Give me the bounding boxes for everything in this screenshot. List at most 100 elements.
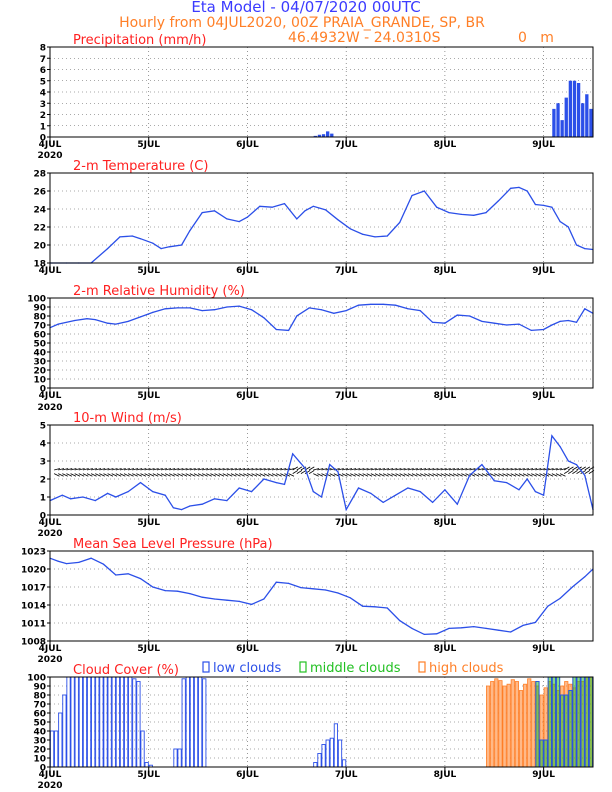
- y-tick-label: 1: [40, 122, 46, 132]
- cloud-bar-middle: [543, 739, 548, 768]
- cloud-bar-middle: [535, 681, 540, 768]
- legend-label-middle: middle clouds: [310, 661, 401, 676]
- y-tick-label: 100: [27, 674, 46, 684]
- wind-arrow: [522, 468, 529, 471]
- wind-arrow: [103, 473, 110, 477]
- y-tick-label: 4: [40, 440, 46, 450]
- wind-arrow: [280, 473, 286, 477]
- wind-arrow: [370, 468, 377, 471]
- y-tick-label: 100: [27, 295, 46, 305]
- wind-arrow: [165, 468, 172, 471]
- data-point: [213, 309, 216, 311]
- y-tick-label: 5: [40, 77, 46, 87]
- data-point: [349, 228, 351, 230]
- wind-arrow: [317, 473, 323, 477]
- x-tick-label: 8JUL: [434, 644, 457, 654]
- x-tick-label: 7JUL: [335, 518, 358, 528]
- data-point: [456, 503, 458, 505]
- wind-arrow: [378, 473, 385, 477]
- data-point: [213, 210, 216, 212]
- wind-arrow: [527, 468, 534, 471]
- data-point: [345, 509, 347, 511]
- wind-arrow: [555, 468, 562, 471]
- x-tick-label: 6JUL: [236, 266, 259, 276]
- data-point: [333, 312, 335, 314]
- data-point: [518, 323, 520, 325]
- wind-arrow: [271, 473, 278, 477]
- x-tick-label: 4JUL: [39, 140, 62, 150]
- data-point: [57, 560, 59, 562]
- y-tick-label: 1023: [21, 548, 46, 558]
- wind-arrow: [267, 473, 274, 477]
- y-tick-label: 2: [40, 111, 46, 121]
- wind-arrow: [251, 468, 258, 471]
- x-tick-label: 8JUL: [434, 391, 457, 401]
- data-point: [571, 586, 574, 588]
- data-point: [534, 621, 537, 624]
- wind-arrow: [350, 473, 356, 477]
- wind-arrow: [144, 473, 151, 477]
- y-tick-label: 26: [33, 188, 46, 198]
- wind-arrow: [197, 473, 204, 477]
- precip-bar: [326, 131, 330, 137]
- y-tick-label: 5: [40, 422, 46, 432]
- precip-bar: [589, 108, 593, 137]
- wind-arrow: [156, 468, 163, 471]
- y-tick-label: 22: [33, 224, 46, 234]
- data-series-line: [49, 557, 594, 636]
- wind-arrow: [300, 466, 307, 471]
- data-point: [263, 317, 265, 319]
- data-point: [337, 219, 339, 221]
- wind-arrow: [177, 473, 184, 477]
- data-point: [139, 316, 142, 318]
- wind-arrow: [477, 468, 484, 471]
- x-tick-label: 8JUL: [434, 770, 457, 780]
- wind-arrow: [193, 468, 200, 471]
- precip-bar: [321, 134, 326, 137]
- x-year-label: 2020: [37, 403, 62, 413]
- wind-arrow: [428, 473, 435, 477]
- wind-arrow: [308, 470, 315, 474]
- cloud-bar-high: [531, 681, 536, 768]
- wind-arrow: [70, 473, 77, 477]
- wind-arrow: [358, 473, 365, 477]
- x-year-label: 2020: [37, 529, 62, 539]
- data-point: [559, 597, 561, 600]
- y-tick-label: 50: [33, 719, 46, 729]
- data-point: [493, 480, 495, 482]
- y-tick-label: 0: [40, 134, 46, 144]
- panel-title: Precipitation (mm/h): [73, 33, 206, 48]
- data-point: [86, 318, 88, 320]
- data-point: [164, 308, 166, 310]
- data-point: [271, 206, 273, 208]
- cloud-bar-high: [494, 678, 499, 768]
- wind-arrow: [535, 473, 541, 477]
- wind-arrow: [358, 468, 365, 471]
- data-point: [152, 491, 154, 493]
- x-tick-label: 9JUL: [532, 391, 555, 401]
- wind-arrow: [337, 468, 344, 471]
- data-point: [226, 306, 228, 308]
- data-point: [419, 491, 421, 493]
- x-tick-label: 5JUL: [137, 266, 160, 276]
- wind-arrow: [559, 473, 566, 477]
- y-tick-label: 20: [33, 242, 46, 252]
- wind-arrow: [469, 468, 476, 471]
- wind-arrow: [506, 473, 513, 477]
- wind-arrow: [239, 473, 245, 477]
- y-tick-label: 20: [33, 367, 46, 377]
- data-point: [160, 248, 162, 250]
- data-point: [497, 200, 499, 202]
- data-point: [115, 323, 117, 325]
- y-tick-label: 18: [33, 260, 46, 270]
- data-point: [485, 627, 487, 630]
- y-tick-label: 40: [33, 349, 46, 359]
- data-point: [152, 311, 154, 313]
- wind-arrow: [514, 473, 521, 477]
- precip-bar: [581, 103, 585, 137]
- wind-arrow: [226, 468, 233, 471]
- wind-arrow: [292, 466, 299, 471]
- data-point: [250, 603, 253, 606]
- wind-arrow: [148, 473, 155, 477]
- wind-arrow: [136, 468, 143, 471]
